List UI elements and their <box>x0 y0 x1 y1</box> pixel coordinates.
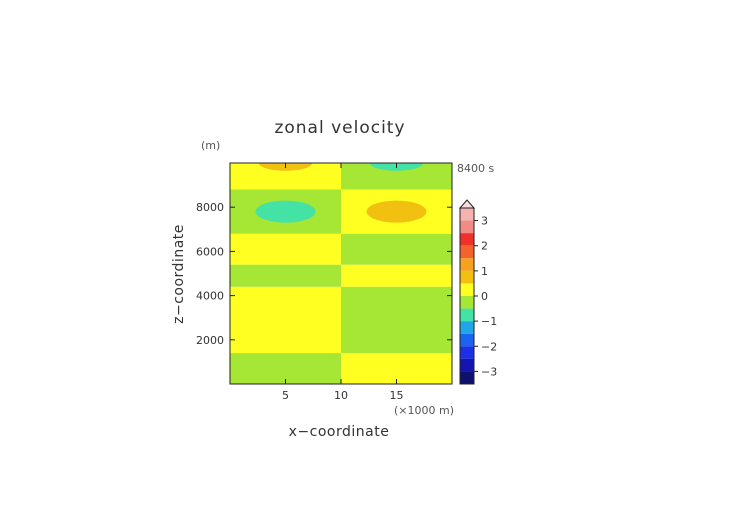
colorbar-swatch-13 <box>460 371 474 384</box>
colorbar-swatch-3 <box>460 245 474 259</box>
colorbar-swatch-12 <box>460 358 474 372</box>
y-axis-label: z−coordinate <box>171 224 187 324</box>
chart-title: zonal velocity <box>274 118 405 138</box>
time-label: 8400 s <box>457 162 494 175</box>
velocity-anomaly-1 <box>366 200 427 223</box>
colorbar-swatch-9 <box>460 321 474 334</box>
colorbar: 3 2 1 0 −1 −2 −3 <box>458 199 497 385</box>
x-unit-label: (×1000 m) <box>394 404 454 417</box>
x-tick-label: 5 <box>282 389 289 402</box>
colorbar-swatch-0 <box>460 208 474 221</box>
x-tick-label: 10 <box>334 389 348 402</box>
y-axis: 2000 4000 6000 8000 <box>196 201 452 347</box>
colorbar-swatch-8 <box>460 308 474 322</box>
colorbar-swatch-4 <box>460 258 474 271</box>
velocity-anomaly-0 <box>255 200 316 223</box>
contour-region-9 <box>341 233 452 265</box>
y-tick-label: 4000 <box>196 290 224 303</box>
x-tick-label: 15 <box>390 389 404 402</box>
colorbar-tick-label: −1 <box>481 315 497 328</box>
y-tick-label: 2000 <box>196 334 224 347</box>
colorbar-swatch-11 <box>460 346 474 359</box>
contour-region-2 <box>230 264 341 287</box>
colorbar-tick-label: 1 <box>481 265 488 278</box>
contour-region-1 <box>230 286 341 354</box>
contour-region-7 <box>341 286 452 354</box>
colorbar-swatch-2 <box>460 233 474 246</box>
colorbar-extend-triangle <box>458 199 476 209</box>
contour-region-8 <box>341 264 452 287</box>
colorbar-swatch-5 <box>460 270 474 284</box>
y-unit-label: (m) <box>201 139 220 152</box>
colorbar-swatch-1 <box>460 220 474 234</box>
colorbar-swatch-7 <box>460 296 474 309</box>
plot-area <box>230 163 452 384</box>
colorbar-tick-label: −3 <box>481 365 497 378</box>
contour-region-6 <box>341 353 452 384</box>
colorbar-swatch-6 <box>460 283 474 296</box>
contour-region-0 <box>230 353 341 384</box>
colorbar-tick-label: 0 <box>481 290 488 303</box>
colorbar-tick-label: 2 <box>481 240 488 253</box>
y-tick-label: 6000 <box>196 245 224 258</box>
colorbar-tick-label: 3 <box>481 215 488 228</box>
x-axis: 5 10 15 <box>282 163 404 402</box>
contour-region-3 <box>230 233 341 265</box>
x-axis-label: x−coordinate <box>289 424 390 440</box>
colorbar-tick-label: −2 <box>481 340 497 353</box>
y-tick-label: 8000 <box>196 201 224 214</box>
colorbar-swatch-10 <box>460 333 474 347</box>
